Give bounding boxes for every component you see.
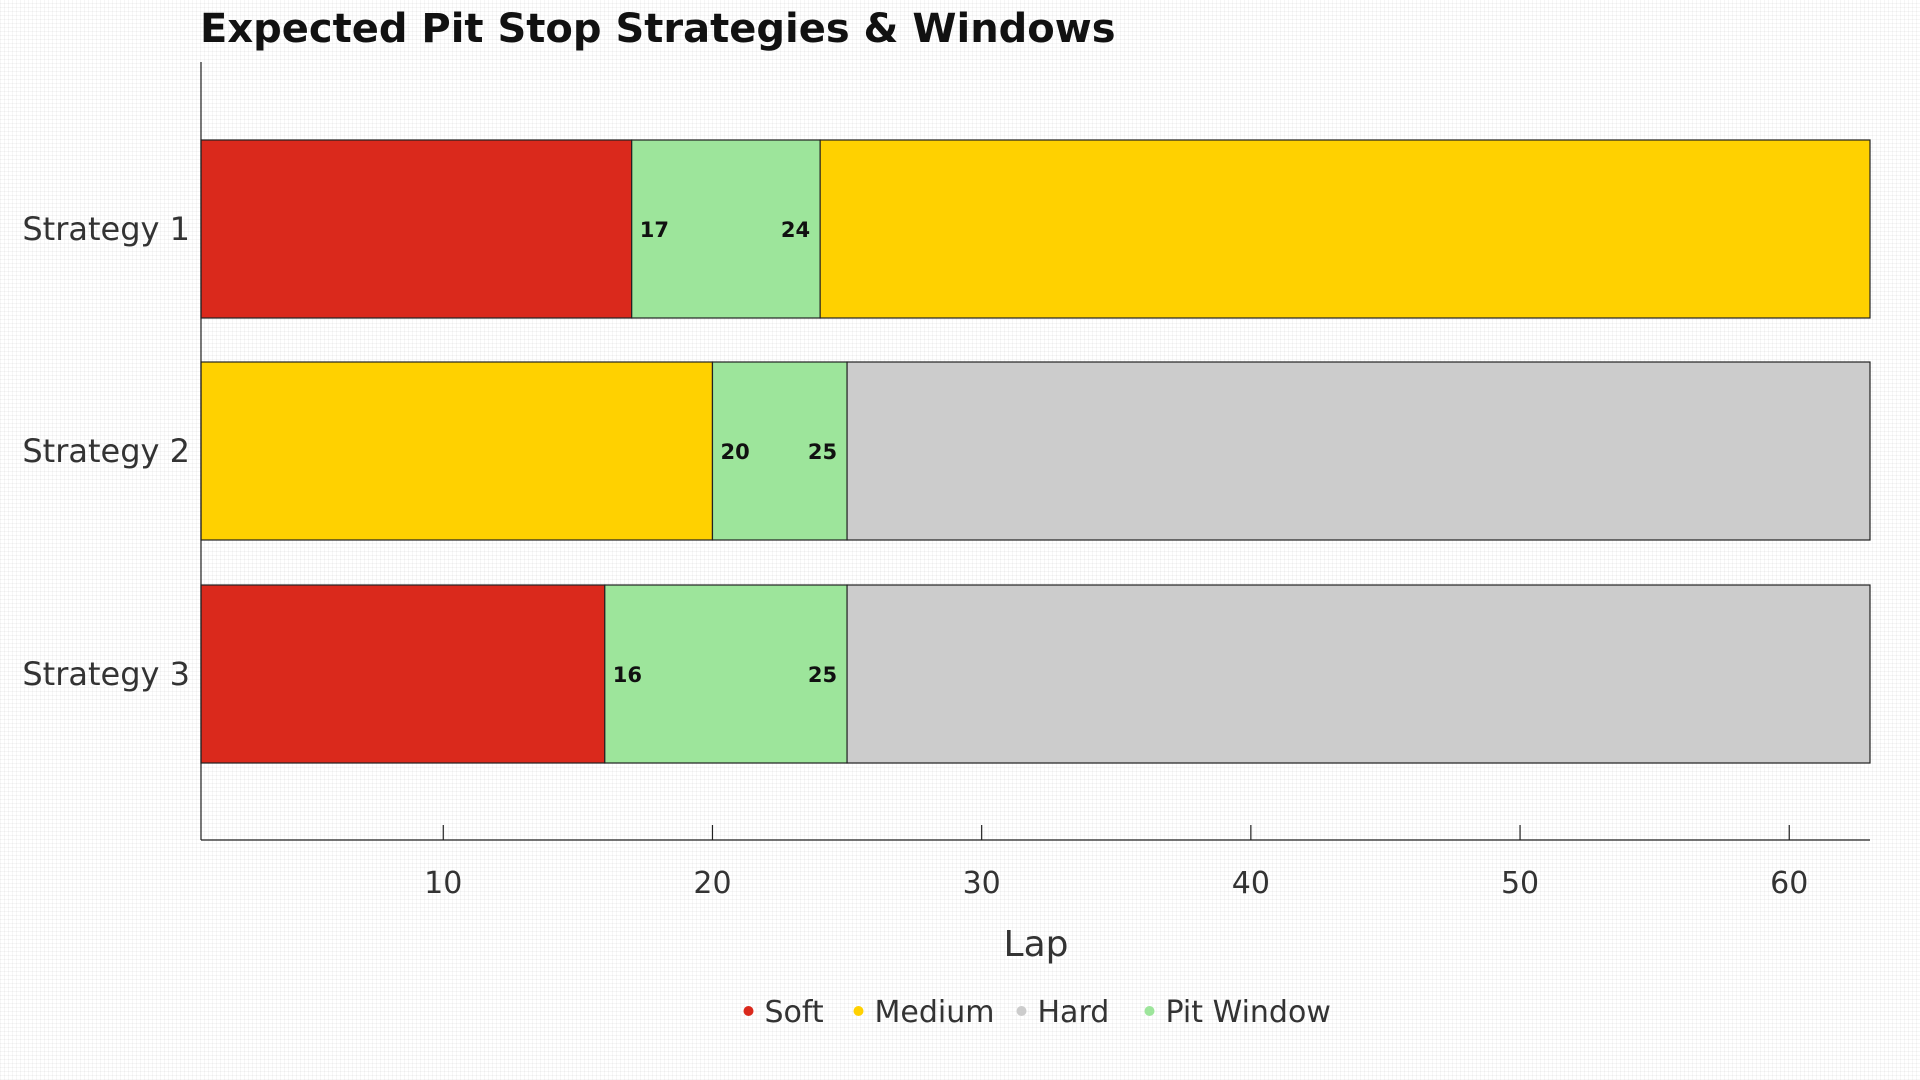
chart-title: Expected Pit Stop Strategies & Windows xyxy=(200,6,1116,52)
axes-layer: 10 20 30 40 50 60 xyxy=(200,62,1870,901)
strategy-1-medium-segment xyxy=(819,139,1871,319)
strategy-2-medium-segment xyxy=(200,361,714,541)
strategy-3-window-end-label: 25 xyxy=(808,663,837,687)
bars-layer: 17 24 Strategy 1 20 25 Strategy 2 16 25 Strategy… xyxy=(22,139,1871,764)
legend: Soft Medium Hard Pit Window xyxy=(743,995,1331,1030)
strategy-3-label: Strategy 3 xyxy=(22,655,190,693)
x-tick-label: 20 xyxy=(693,866,731,901)
strategy-3-hard-segment xyxy=(846,584,1871,764)
strategy-3-window-start-label: 16 xyxy=(613,663,642,687)
legend-medium-label: Medium xyxy=(875,995,995,1030)
strategy-1-pit-window-segment xyxy=(631,139,821,319)
legend-medium-marker xyxy=(853,1006,864,1016)
x-tick-label: 10 xyxy=(424,866,462,901)
strategy-1-soft-segment xyxy=(200,139,633,319)
strategy-2-window-start-label: 20 xyxy=(720,440,749,464)
strategy-3-soft-segment xyxy=(200,584,606,764)
legend-pit-window-label: Pit Window xyxy=(1166,995,1331,1030)
x-tick-label: 30 xyxy=(963,866,1001,901)
x-tick-label: 50 xyxy=(1501,866,1539,901)
legend-hard-marker xyxy=(1016,1006,1027,1016)
legend-soft-label: Soft xyxy=(765,995,824,1030)
strategy-1-window-end-label: 24 xyxy=(781,218,810,242)
x-tick-label: 60 xyxy=(1770,866,1808,901)
strategy-2-pit-window-segment xyxy=(711,361,848,541)
legend-pit-window-marker xyxy=(1144,1006,1155,1016)
legend-hard-label: Hard xyxy=(1038,995,1110,1030)
strategy-3-pit-window-segment xyxy=(604,584,848,764)
strategy-1-label: Strategy 1 xyxy=(22,210,190,248)
strategy-1-window-start-label: 17 xyxy=(640,218,669,242)
strategy-2-hard-segment xyxy=(846,361,1871,541)
x-tick-label: 40 xyxy=(1232,866,1270,901)
strategy-2-window-end-label: 25 xyxy=(808,440,837,464)
strategy-2-label: Strategy 2 xyxy=(22,432,190,470)
x-axis-title: Lap xyxy=(1004,924,1069,965)
legend-soft-marker xyxy=(743,1006,754,1016)
